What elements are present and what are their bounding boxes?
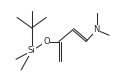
Text: O: O xyxy=(43,37,50,46)
Text: Si: Si xyxy=(28,46,36,55)
Text: N: N xyxy=(93,25,100,35)
